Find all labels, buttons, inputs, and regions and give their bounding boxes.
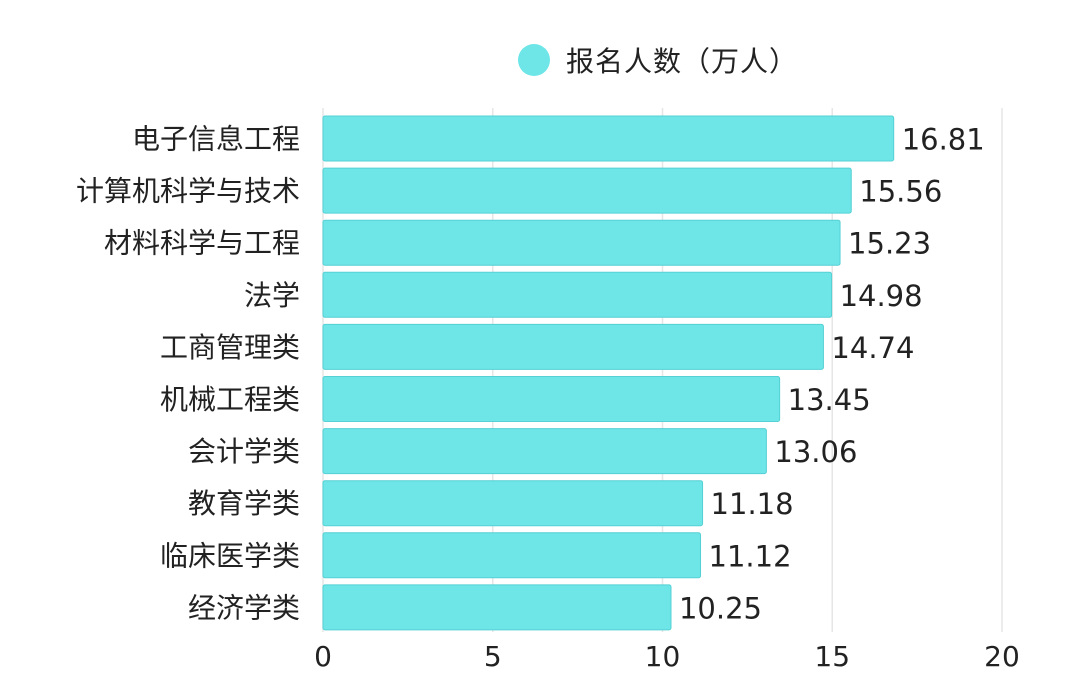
value-label: 14.98 [840, 279, 923, 313]
category-label: 工商管理类 [160, 331, 300, 364]
bar [322, 480, 704, 527]
x-tick-label: 0 [314, 640, 332, 673]
category-label: 机械工程类 [160, 383, 300, 416]
bar [322, 167, 852, 214]
value-label: 11.12 [709, 539, 792, 573]
category-label: 电子信息工程 [132, 123, 300, 156]
value-label: 13.45 [788, 383, 871, 417]
value-label: 11.18 [711, 487, 794, 521]
bar [322, 271, 833, 318]
bar [322, 584, 672, 631]
legend-label: 报名人数（万人） [566, 45, 799, 78]
bar [322, 115, 895, 162]
bar [322, 532, 702, 579]
category-label: 经济学类 [188, 591, 300, 624]
category-label: 法学 [244, 279, 300, 312]
category-label: 会计学类 [188, 435, 300, 468]
value-label: 15.56 [859, 175, 942, 209]
legend-swatch [518, 44, 550, 76]
bar [322, 219, 841, 266]
value-label: 16.81 [902, 123, 985, 157]
bar [322, 323, 824, 370]
value-label: 14.74 [831, 331, 914, 365]
bar [322, 376, 781, 422]
x-tick-label: 15 [814, 640, 850, 673]
category-label: 教育学类 [188, 487, 300, 520]
category-label: 临床医学类 [160, 539, 300, 572]
value-label: 10.25 [679, 591, 762, 625]
category-label: 材料科学与工程 [104, 227, 300, 260]
value-label: 13.06 [774, 435, 857, 469]
x-tick-label: 5 [484, 640, 502, 673]
bar [322, 428, 767, 475]
bars [322, 115, 895, 631]
category-label: 计算机科学与技术 [76, 175, 300, 208]
x-tick-label: 10 [645, 640, 681, 673]
category-labels: 电子信息工程计算机科学与技术材料科学与工程法学工商管理类机械工程类会计学类教育学… [76, 123, 300, 625]
value-label: 15.23 [848, 227, 931, 261]
x-tick-label: 20 [984, 640, 1020, 673]
legend: 报名人数（万人） [518, 42, 798, 78]
x-axis-tick-labels: 0 5 10 15 20 [314, 640, 1020, 673]
value-labels: 16.81 15.56 15.23 14.98 14.74 13.45 13.06 11.18… [679, 123, 985, 626]
